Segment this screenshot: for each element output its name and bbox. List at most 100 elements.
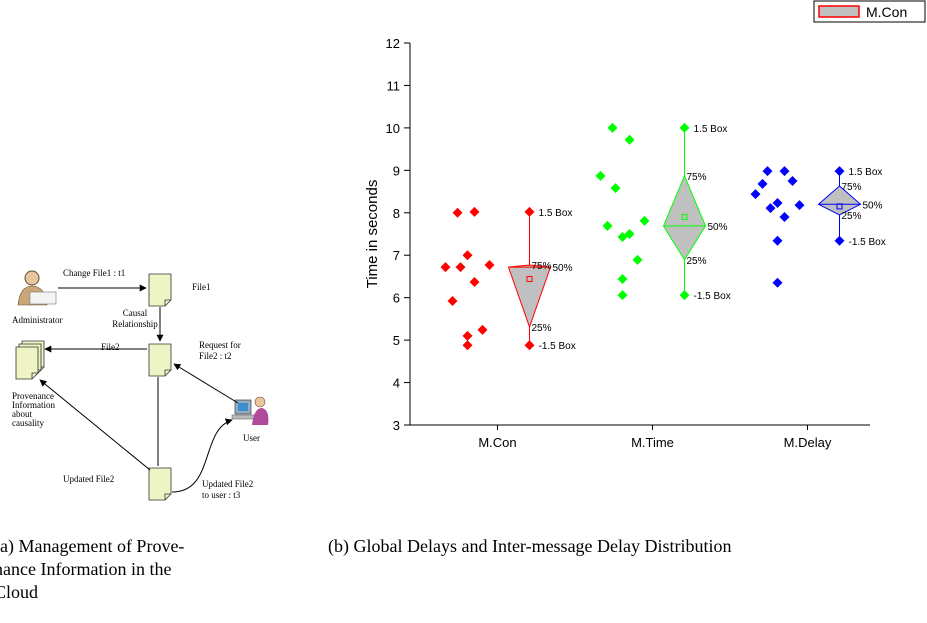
stacked-docs [15,340,45,380]
point [440,262,451,273]
file1-doc [148,273,172,307]
box-label: 50% [863,200,883,211]
point [765,203,776,214]
whisker-cap [524,340,535,351]
label: File2 : t2 [199,351,232,361]
label: Relationship [112,319,158,329]
point [787,175,798,186]
point [469,276,480,287]
label: File2 [101,342,120,352]
y-tick-label: 5 [393,333,400,348]
label: File1 [192,282,211,292]
label: Change File1 : t1 [63,268,125,278]
box-label: 75% [842,182,862,193]
whisker-cap [679,290,690,301]
box-label: 50% [708,222,728,233]
label: nance Information in the [0,559,171,579]
point [624,229,635,239]
box-label: 25% [687,256,707,267]
administrator-icon [17,270,57,306]
arrow [173,363,239,404]
point [772,277,783,288]
point [757,178,768,189]
arrow [39,379,151,471]
whisker-cap [834,235,845,246]
box-label: -1.5 Box [694,291,731,302]
point [469,206,480,217]
box-label: 75% [532,261,552,272]
label: causality [12,418,44,428]
point [772,198,783,209]
label: Administrator [12,315,63,325]
whisker-cap [679,122,690,133]
point [617,290,628,301]
label: Updated File2 [202,479,253,489]
chart: 3 4 5 6 7 8 9 10 11 12 Time in seconds M.Con 1.5 Box… [364,0,926,450]
legend-label: M.Con [866,4,907,20]
y-tick-label: 4 [393,376,400,391]
point [779,212,790,223]
point [462,250,473,261]
x-tick-label: M.Con [478,435,516,450]
point [632,254,643,265]
box-label: -1.5 Box [849,237,886,248]
label: Information [12,400,55,410]
x-tick-label: M.Time [631,435,674,450]
box-label: 1.5 Box [849,167,883,178]
point [455,262,466,273]
point [610,183,621,194]
point [462,330,473,341]
box [662,174,707,261]
y-tick-label: 8 [393,206,400,221]
box-label: 25% [532,323,552,334]
mean [681,214,688,221]
point [794,200,805,211]
arrow [171,418,233,493]
point [607,122,618,133]
point [762,166,773,177]
whisker-cap [834,166,845,177]
point [447,296,458,307]
point [750,189,761,200]
label: to user : t3 [202,490,241,500]
label: (a) Management of Prove- [0,536,184,557]
box-label: 75% [687,172,707,183]
label: about [12,409,32,419]
whisker-cap [524,206,535,217]
point [452,207,463,218]
box-label: -1.5 Box [539,341,576,352]
point [779,166,790,177]
box [507,264,552,329]
mean [836,203,843,210]
box-label: 25% [842,211,862,222]
y-axis-title: Time in seconds [364,180,381,289]
box-label: 50% [553,263,573,274]
point [595,170,606,181]
box [817,185,862,216]
updated-doc [148,467,172,501]
mean [526,275,533,282]
label: Updated File2 [63,474,114,484]
y-tick-label: 7 [393,248,400,263]
point [772,235,783,246]
label: Causal [123,308,148,318]
user-icon [231,396,269,425]
label: User [243,433,260,443]
label: Cloud [0,582,38,602]
legend-swatch [818,5,860,18]
point [484,259,495,270]
caption: (b) Global Delays and Inter-message Dela… [328,536,732,557]
label: Provenance [12,391,54,401]
box-label: 1.5 Box [694,124,728,135]
point [477,324,488,335]
point [624,134,635,145]
y-tick-label: 6 [393,291,400,306]
y-tick-label: 12 [386,36,400,51]
request-doc [148,343,172,377]
point [602,220,613,231]
y-tick-label: 10 [386,121,400,136]
diagram: Change File1 : t1 File1 Administrator Fi… [12,268,269,501]
box-label: 1.5 Box [539,208,573,219]
y-tick-label: 9 [393,163,400,178]
